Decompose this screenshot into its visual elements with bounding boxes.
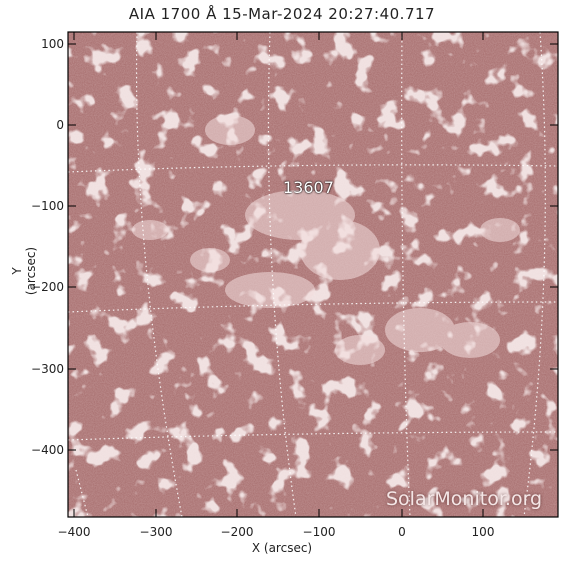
y-tick-label: −300 [31,362,64,376]
active-region-label: 13607 [283,178,334,197]
x-tick-label: 100 [471,525,495,539]
y-tick-label: −400 [31,443,64,457]
plage-blob [385,308,455,352]
solarmonitor-watermark: SolarMonitor.org [386,488,543,510]
plage-blob [225,272,315,308]
y-tick-label: −100 [31,199,64,213]
plage-blob [205,115,255,145]
plage-blob [440,322,500,358]
solar-disk-region [68,32,558,517]
y-tick-label: 100 [41,37,64,51]
plage-blob [300,220,380,280]
plot-frame [67,31,559,518]
x-tick-label: −100 [302,525,336,539]
heliographic-grid [68,32,558,517]
y-tick-label: 0 [56,118,64,132]
y-axis-label: Y (arcsec) [10,246,38,296]
image-title: AIA 1700 Å 15-Mar-2024 20:27:40.717 [128,5,436,23]
plage-blob [190,248,230,272]
plage-blob [480,218,520,242]
x-tick-label: −200 [220,525,254,539]
y-axis-ticks [68,43,558,451]
plage-blob [335,335,385,365]
x-tick-label: 0 [398,525,406,539]
x-tick-label: −300 [139,525,173,539]
x-axis-label: X (arcsec) [251,541,313,555]
x-tick-label: −400 [57,525,91,539]
y-tick-label: −200 [31,280,64,294]
bright-plage-regions [132,115,520,365]
plage-blob [132,220,168,240]
x-axis-ticks [73,32,484,517]
